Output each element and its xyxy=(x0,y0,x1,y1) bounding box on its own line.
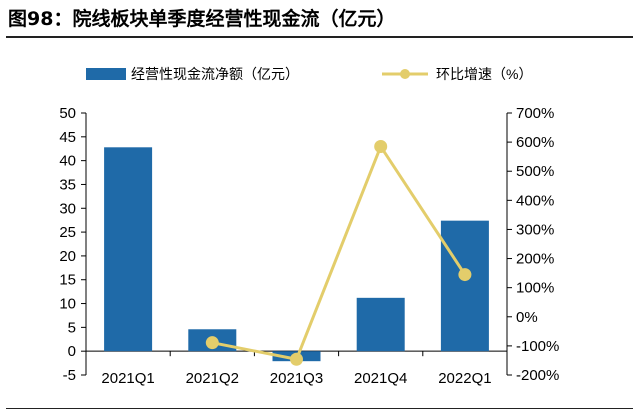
legend-line-label: 环比增速（%） xyxy=(436,66,532,82)
x-tick-label: 2021Q1 xyxy=(101,370,154,387)
growth-point xyxy=(374,139,388,153)
left-tick-label: 50 xyxy=(59,105,76,122)
left-tick-label: 15 xyxy=(59,272,76,289)
x-tick-labels: 2021Q1 2021Q2 2021Q3 2021Q4 2022Q1 xyxy=(101,370,491,387)
right-tick-label: 0% xyxy=(516,309,538,326)
x-tick-label: 2021Q2 xyxy=(186,370,239,387)
right-tick-label: -200% xyxy=(516,367,559,384)
legend-bar-label: 经营性现金流净额（亿元） xyxy=(131,66,299,82)
right-tick-label: 600% xyxy=(516,134,554,151)
x-tick-label: 2021Q3 xyxy=(270,370,323,387)
right-tick-label: 700% xyxy=(516,105,554,122)
legend: 经营性现金流净额（亿元） 环比增速（%） xyxy=(86,66,532,82)
title-divider xyxy=(6,36,633,38)
growth-point xyxy=(205,336,219,350)
left-tick-label: 45 xyxy=(59,129,76,146)
right-tick-label: -100% xyxy=(516,338,559,355)
bottom-divider xyxy=(6,408,633,409)
left-tick-label: 30 xyxy=(59,200,76,217)
left-tick-label: 40 xyxy=(59,153,76,170)
left-tick-label: 20 xyxy=(59,248,76,265)
legend-bar-swatch xyxy=(86,68,126,80)
left-tick-label: 0 xyxy=(68,343,76,360)
figure-title: 图98：院线板块单季度经营性现金流（亿元） xyxy=(8,8,396,30)
bar xyxy=(440,220,489,352)
growth-line xyxy=(212,143,467,361)
right-tick-label: 400% xyxy=(516,192,554,209)
x-tick-label: 2022Q1 xyxy=(438,370,491,387)
x-tick-label: 2021Q4 xyxy=(354,370,407,387)
left-tick-label: 25 xyxy=(59,224,76,241)
growth-point xyxy=(458,268,472,282)
bar-series xyxy=(104,147,489,362)
right-tick-label: 100% xyxy=(516,280,554,297)
left-tick-label: 10 xyxy=(59,296,76,313)
left-tick-label: 35 xyxy=(59,176,76,193)
line-series xyxy=(205,139,472,366)
right-tick-label: 500% xyxy=(516,163,554,180)
bar xyxy=(104,147,153,352)
right-tick-label: 300% xyxy=(516,221,554,238)
left-tick-label: 5 xyxy=(68,319,76,336)
axes: -5 0 5 10 15 20 25 30 35 40 45 50 -200% -100% 0% 100% 20… xyxy=(59,105,559,384)
right-tick-label: 200% xyxy=(516,251,554,268)
legend-line-marker xyxy=(400,69,410,79)
left-tick-label: -5 xyxy=(63,367,76,384)
growth-point xyxy=(290,352,303,366)
bar xyxy=(356,297,405,352)
